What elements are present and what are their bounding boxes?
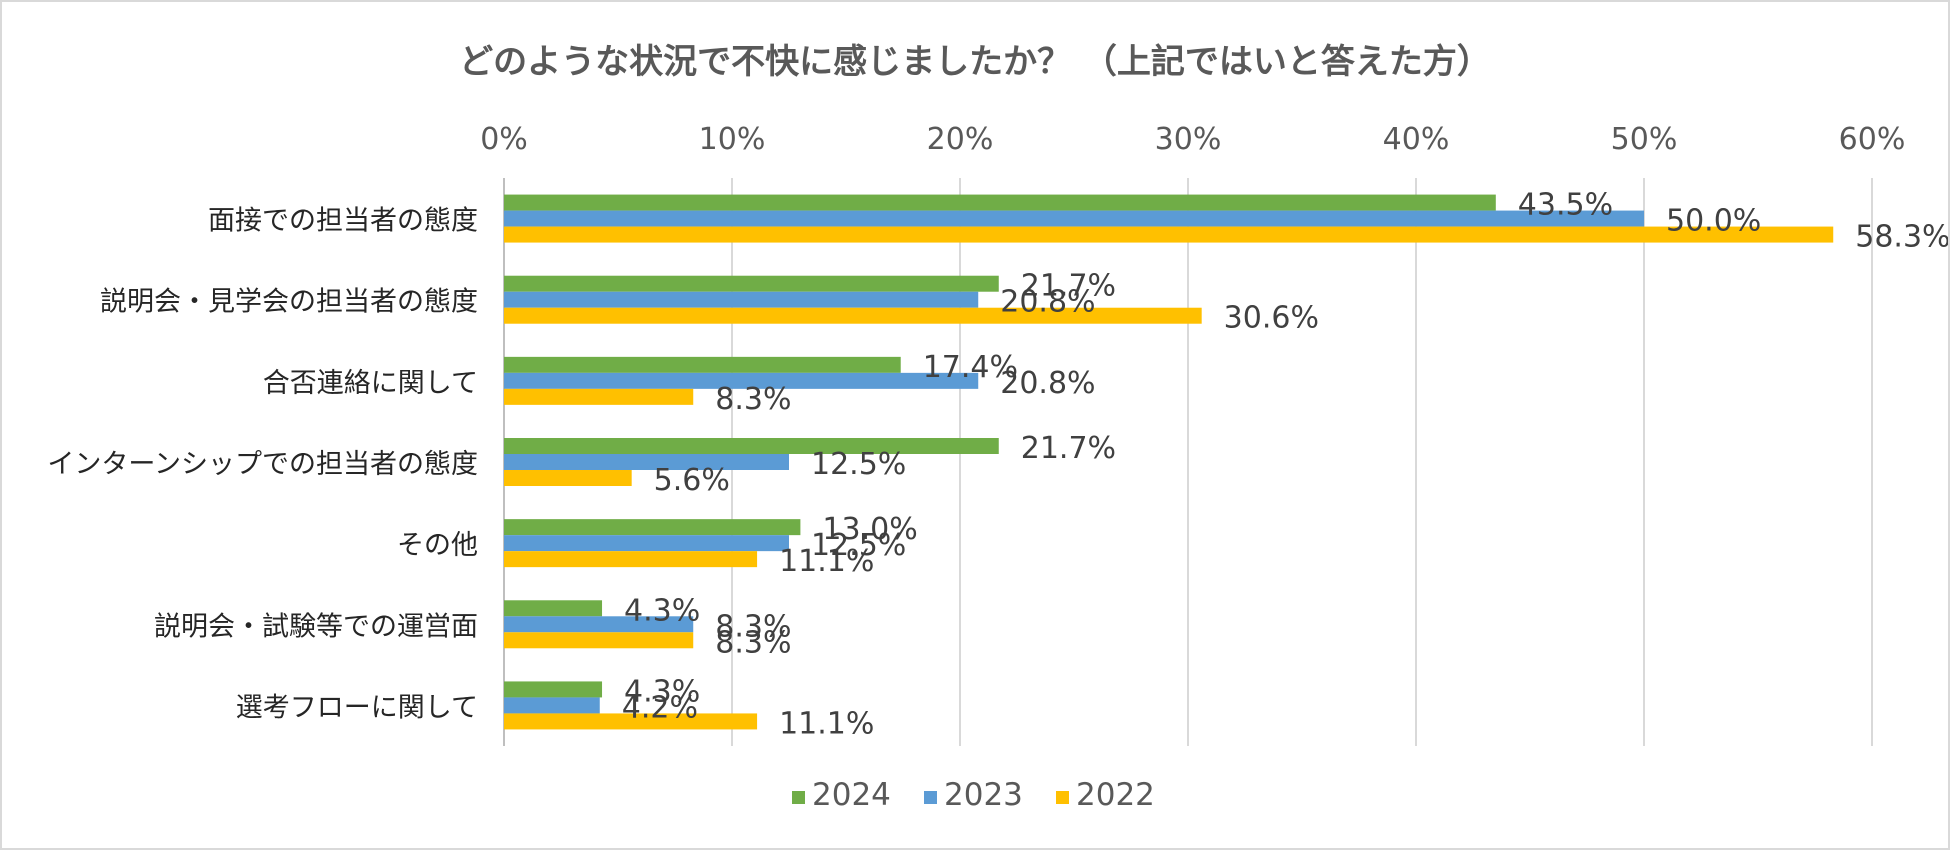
bar-2023 [504, 616, 694, 633]
bars [504, 194, 1834, 730]
category-label: その他 [397, 530, 478, 561]
bar-2022 [504, 551, 758, 568]
bar-2024 [504, 600, 603, 617]
category-label: 選考フローに関して [236, 692, 478, 723]
category-labels: 面接での担当者の態度説明会・見学会の担当者の態度合否連絡に関してインターンシップ… [47, 206, 478, 724]
legend: 2024 2023 2022 [792, 777, 1155, 813]
x-tick-label: 50% [1611, 122, 1678, 157]
bar-2023 [504, 535, 789, 552]
data-label: 12.5% [811, 447, 906, 482]
legend-swatch-2022 [1056, 791, 1069, 804]
category-label: 説明会・試験等での運営面 [154, 611, 478, 642]
data-label: 4.2% [622, 690, 698, 725]
legend-swatch-2024 [792, 791, 805, 804]
x-tick-label: 20% [927, 122, 994, 157]
data-label: 20.8% [1000, 285, 1095, 320]
bar-2024 [504, 275, 999, 292]
legend-label: 2023 [944, 777, 1023, 813]
data-label: 21.7% [1021, 431, 1116, 466]
legend-swatch-2023 [924, 791, 937, 804]
legend-label: 2022 [1076, 777, 1155, 813]
bar-2023 [504, 372, 979, 389]
bar-2024 [504, 681, 603, 698]
data-label: 4.3% [624, 593, 700, 628]
bar-2023 [504, 210, 1644, 227]
data-label: 8.3% [715, 625, 791, 660]
x-tick-label: 10% [699, 122, 766, 157]
bar-2024 [504, 519, 801, 536]
data-label: 8.3% [715, 382, 791, 417]
data-label: 5.6% [654, 463, 730, 498]
data-label: 11.1% [779, 706, 874, 741]
data-label: 11.1% [779, 544, 874, 579]
x-tick-label: 0% [480, 122, 528, 157]
data-label: 58.3% [1855, 220, 1948, 255]
x-tick-label: 60% [1839, 122, 1906, 157]
bar-2022 [504, 307, 1202, 324]
legend-label: 2024 [812, 777, 891, 813]
bar-2022 [504, 632, 694, 649]
data-label: 20.8% [1000, 366, 1095, 401]
category-label: インターンシップでの担当者の態度 [47, 449, 478, 480]
data-label: 8.3% [715, 609, 791, 644]
bar-2022 [504, 388, 694, 405]
data-label: 12.5% [811, 528, 906, 563]
bar-2022 [504, 713, 758, 730]
x-tick-label: 40% [1383, 122, 1450, 157]
bar-2022 [504, 470, 632, 486]
category-label: 合否連絡に関して [263, 368, 478, 399]
data-label: 30.6% [1224, 301, 1319, 336]
data-label: 4.3% [624, 674, 700, 709]
category-label: 説明会・見学会の担当者の態度 [100, 287, 478, 318]
bar-2022 [504, 226, 1834, 243]
x-axis-ticks: 0% 10% 20% 30% 40% 50% 60% [480, 122, 1905, 157]
data-label: 21.7% [1021, 269, 1116, 304]
chart-title: どのような状況で不快に感じましたか？ （上記ではいと答えた方） [459, 42, 1491, 82]
data-label: 43.5% [1518, 188, 1613, 223]
bar-2023 [504, 697, 600, 714]
data-label: 50.0% [1666, 204, 1761, 239]
bar-2024 [504, 438, 999, 454]
bar-2023 [504, 454, 789, 470]
bar-2024 [504, 194, 1496, 211]
category-label: 面接での担当者の態度 [208, 206, 478, 237]
data-labels: 43.5% 50.0% 58.3%21.7%20.8% 30.6%17.4%20.8%… [622, 188, 1948, 742]
x-tick-label: 30% [1155, 122, 1222, 157]
bar-2023 [504, 291, 979, 308]
data-label: 13.0% [822, 512, 917, 547]
bar-2024 [504, 356, 901, 373]
data-label: 17.4% [923, 350, 1018, 385]
